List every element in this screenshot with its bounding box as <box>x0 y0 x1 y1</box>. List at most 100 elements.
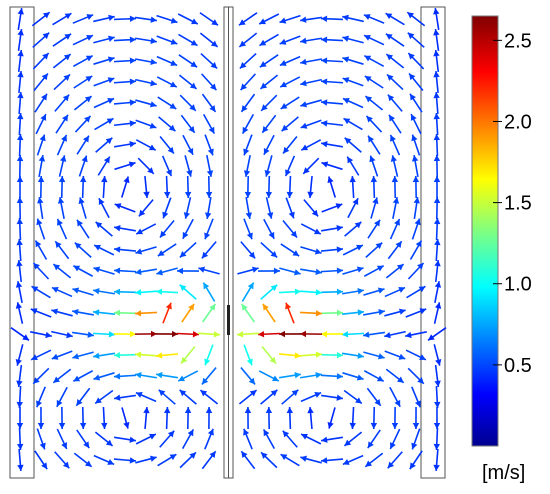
velocity-arrow <box>300 372 322 379</box>
velocity-arrow <box>278 352 302 359</box>
velocity-arrow <box>258 370 280 382</box>
velocity-arrow <box>73 95 93 111</box>
velocity-arrow <box>320 99 344 106</box>
velocity-arrow <box>239 52 257 70</box>
velocity-arrow <box>135 223 157 235</box>
velocity-arrow <box>120 176 130 198</box>
velocity-arrow <box>201 93 217 113</box>
velocity-arrow <box>433 302 442 324</box>
velocity-arrow <box>261 345 277 365</box>
colorbar-tick-label: 2.5 <box>504 30 532 52</box>
velocity-arrow <box>286 406 294 430</box>
velocity-arrow <box>286 175 293 199</box>
velocity-arrow <box>36 428 46 450</box>
velocity-arrow <box>16 175 24 199</box>
velocity-arrow <box>282 430 298 448</box>
velocity-arrow <box>156 267 178 276</box>
velocity-arrow <box>199 12 219 26</box>
velocity-arrow <box>321 436 343 443</box>
velocity-arrow <box>16 196 24 220</box>
velocity-arrow <box>201 241 217 259</box>
velocity-arrow <box>327 176 337 198</box>
colorbar-tick-label: 1.5 <box>504 193 532 215</box>
velocity-arrow <box>321 203 343 213</box>
velocity-arrow <box>245 197 252 219</box>
velocity-arrow <box>16 364 23 388</box>
velocity-arrow <box>51 286 73 298</box>
velocity-arrow <box>342 56 364 65</box>
velocity-arrow <box>285 302 295 324</box>
velocity-arrow <box>320 351 344 359</box>
velocity-arrow <box>385 263 405 279</box>
velocity-arrow <box>205 175 213 199</box>
velocity-arrow <box>307 406 314 430</box>
velocity-arrow <box>179 389 197 405</box>
velocity-arrow <box>389 386 401 408</box>
velocity-arrow <box>134 310 158 317</box>
velocity-arrow <box>201 303 217 323</box>
velocity-arrow <box>93 77 115 87</box>
velocity-arrow <box>244 406 252 430</box>
velocity-arrow <box>162 197 172 219</box>
velocity-arrow <box>76 219 90 239</box>
velocity-arrow <box>320 57 344 64</box>
velocity-arrow <box>260 451 278 469</box>
velocity-arrow <box>406 285 426 299</box>
velocity-arrow <box>134 16 158 23</box>
velocity-arrow <box>179 242 197 258</box>
velocity-arrow <box>92 309 116 316</box>
velocity-arrow <box>282 220 298 238</box>
velocity-arrow <box>370 406 378 430</box>
velocity-arrow <box>320 330 344 338</box>
velocity-arrow <box>411 386 421 408</box>
velocity-arrow <box>341 331 365 338</box>
velocity-arrow <box>302 157 320 175</box>
velocity-arrow <box>433 448 440 472</box>
velocity-arrow <box>157 453 177 467</box>
velocity-arrow <box>300 78 322 87</box>
velocity-arrow <box>135 58 157 66</box>
velocity-arrow <box>262 429 276 449</box>
velocity-arrow <box>362 331 386 338</box>
velocity-arrow <box>366 387 382 407</box>
velocity-arrow <box>407 52 425 70</box>
left-wall <box>9 6 35 479</box>
velocity-arrow <box>285 197 295 219</box>
velocity-arrow <box>364 95 384 111</box>
velocity-arrow <box>94 431 114 447</box>
velocity-arrow <box>411 134 421 156</box>
velocity-arrow <box>321 225 343 232</box>
velocity-arrow <box>240 303 256 323</box>
velocity-arrow <box>56 218 68 240</box>
velocity-arrow <box>349 175 356 199</box>
velocity-arrow <box>75 387 91 407</box>
velocity-arrow <box>391 175 399 199</box>
velocity-arrow <box>303 199 319 217</box>
velocity-arrow <box>433 427 440 451</box>
velocity-arrow <box>300 246 322 255</box>
velocity-arrow <box>387 451 403 469</box>
velocity-arrow <box>178 54 198 68</box>
velocity-arrow <box>278 288 302 295</box>
velocity-arrow <box>163 406 171 430</box>
velocity-arrow <box>342 266 364 275</box>
velocity-arrow <box>433 28 440 52</box>
colorbar-unit: [m/s] <box>482 462 526 484</box>
velocity-arrow <box>36 134 46 156</box>
velocity-arrow <box>199 32 219 48</box>
velocity-arrow <box>72 265 94 277</box>
velocity-arrow <box>239 73 257 91</box>
velocity-arrow <box>54 240 70 260</box>
velocity-arrow <box>299 289 323 296</box>
velocity-arrow <box>363 55 385 67</box>
velocity-arrow <box>390 155 399 177</box>
velocity-arrow <box>279 55 301 67</box>
velocity-arrow <box>10 327 30 341</box>
velocity-arrow <box>389 134 401 156</box>
velocity-arrow <box>409 93 423 113</box>
velocity-arrow <box>72 55 94 67</box>
velocity-arrow <box>16 217 23 241</box>
velocity-arrow <box>407 32 425 48</box>
velocity-arrow <box>114 161 136 171</box>
velocity-arrow <box>135 372 157 379</box>
